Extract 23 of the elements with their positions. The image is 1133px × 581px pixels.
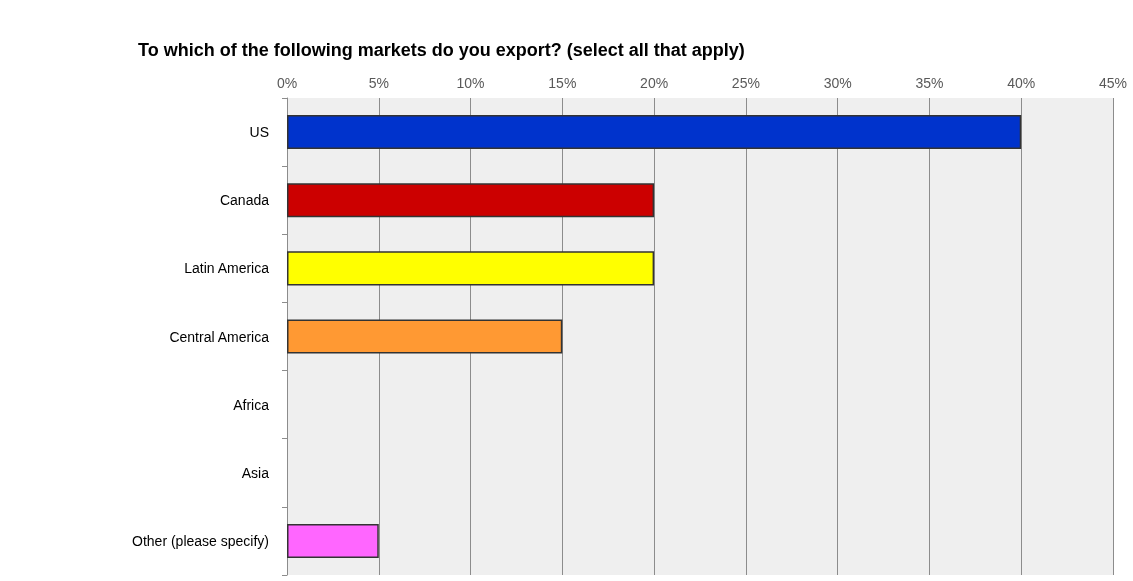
y-tick-label: Canada (219, 192, 270, 209)
x-tick-label: 30% (823, 75, 852, 91)
bar (287, 523, 379, 558)
x-tick-label: 5% (368, 75, 389, 91)
bar (287, 115, 1022, 150)
y-tick-label: Africa (233, 396, 270, 413)
x-tick-label: 40% (1007, 75, 1036, 91)
x-tick-label: 0% (276, 75, 298, 91)
x-tick-label: 15% (548, 75, 577, 91)
x-tick-label: 10% (456, 75, 485, 91)
y-tick-label: US (249, 124, 269, 141)
x-tick-label: 25% (731, 75, 760, 91)
x-tick-label: 45% (1098, 75, 1128, 91)
bar (287, 183, 655, 218)
bar (287, 319, 563, 354)
x-tick-label: 35% (915, 75, 944, 91)
y-tick-label: Latin America (184, 260, 270, 277)
chart-title: To which of the following markets do you export? (select all that apply) (138, 40, 745, 60)
y-tick-label: Asia (241, 464, 270, 481)
y-tick-label: Central America (169, 328, 270, 345)
x-tick-label: 20% (640, 75, 669, 91)
bar (287, 251, 655, 286)
y-tick-label: Other (please specify) (132, 532, 269, 549)
